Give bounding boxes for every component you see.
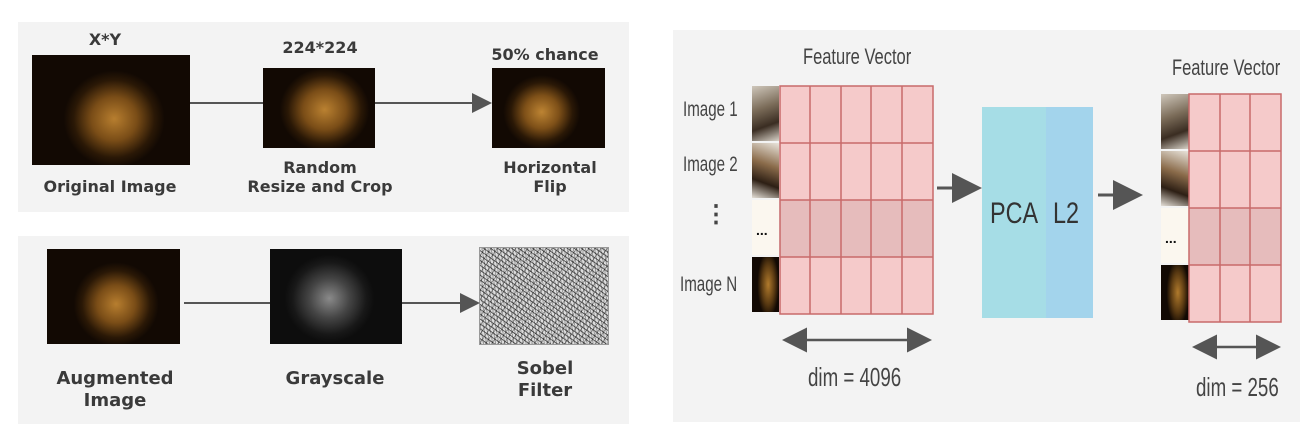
right-feature-vector-title: Feature Vector [1172, 55, 1280, 81]
right-feature-grid [1189, 94, 1281, 322]
pca-label: PCA [990, 197, 1038, 231]
left-dim-label: dim = 4096 [808, 362, 901, 393]
left-feature-grid [780, 86, 933, 314]
l2-label: L2 [1053, 197, 1079, 231]
right-dim-label: dim = 256 [1196, 372, 1279, 403]
